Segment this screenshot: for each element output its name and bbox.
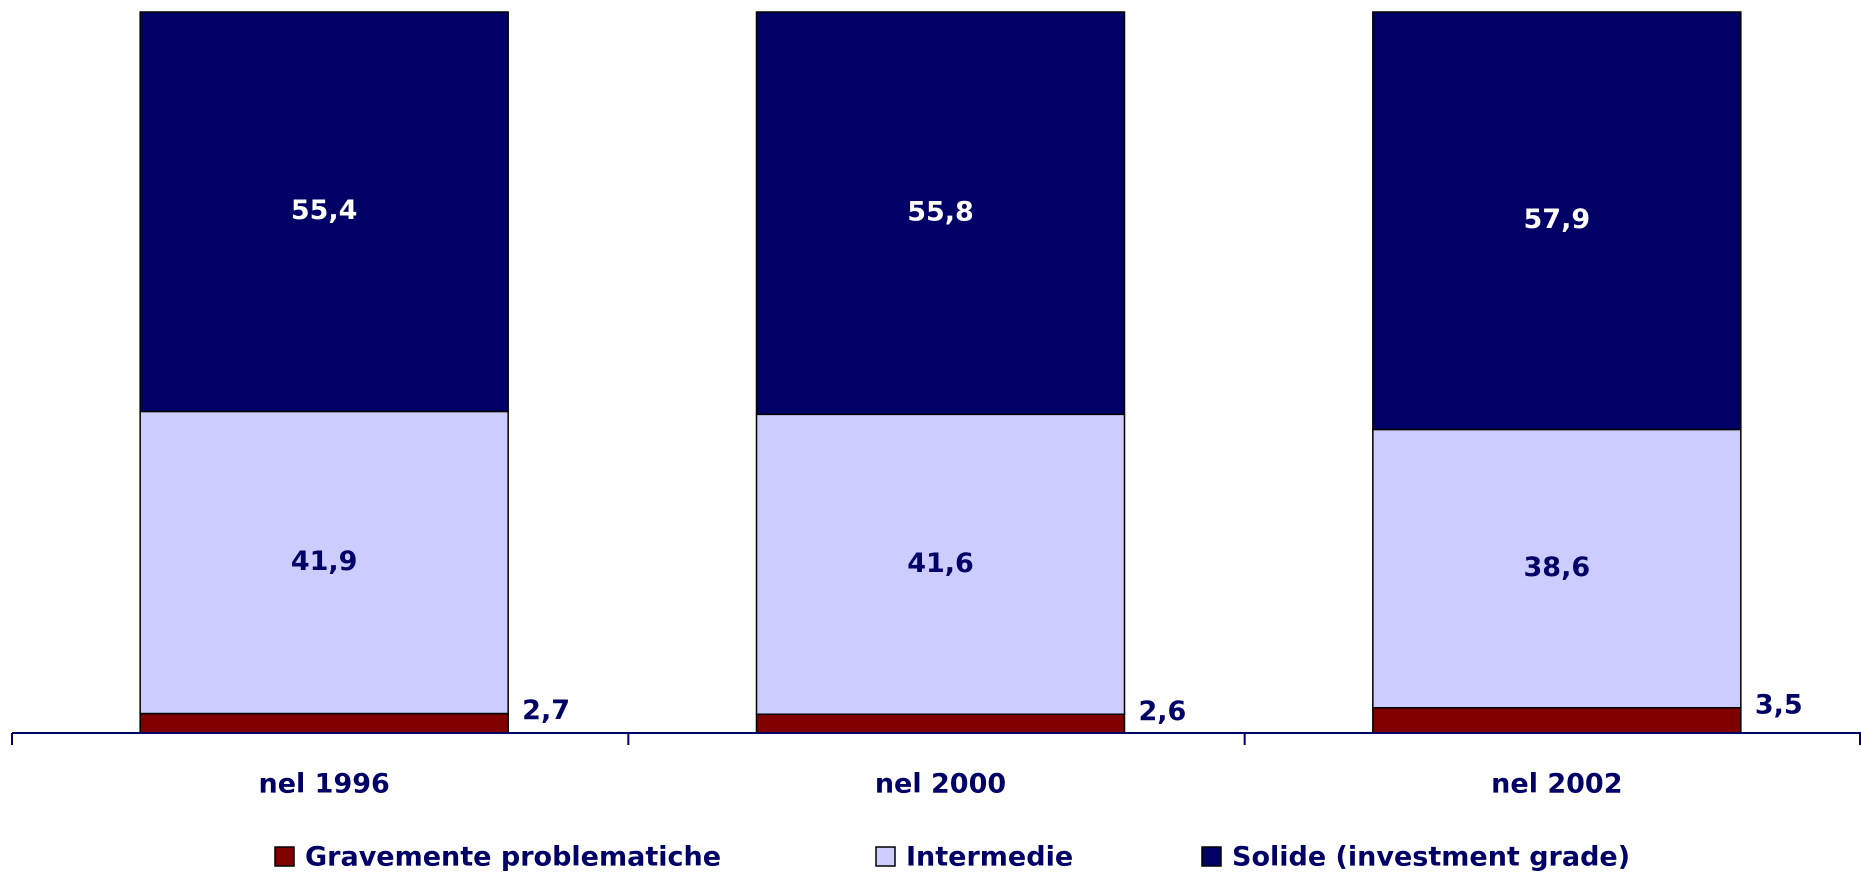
- bar-segment: [1372, 11, 1742, 431]
- data-label: 3,5: [1755, 689, 1803, 720]
- data-label: 55,8: [907, 197, 974, 228]
- data-label: 41,6: [907, 548, 974, 579]
- data-label: 2,6: [1139, 696, 1187, 727]
- bar-segment: [1372, 707, 1742, 734]
- data-label: 57,9: [1524, 204, 1591, 235]
- legend-swatch: [274, 846, 295, 867]
- x-tick-label: nel 2002: [1491, 769, 1622, 800]
- x-tick-label: nel 2000: [875, 769, 1006, 800]
- bar-segment: [139, 410, 509, 715]
- bar-segment: [1372, 428, 1742, 709]
- bar-segment: [755, 11, 1126, 416]
- legend-swatch: [875, 846, 896, 867]
- legend-label: Intermedie: [906, 842, 1073, 873]
- legend-label: Gravemente problematiche: [305, 842, 721, 873]
- data-label: 55,4: [291, 195, 358, 226]
- bar-segment: [139, 712, 509, 734]
- legend-label: Solide (investment grade): [1232, 842, 1630, 873]
- data-label: 2,7: [522, 695, 570, 726]
- data-label: 38,6: [1524, 552, 1591, 583]
- bar-segment: [139, 11, 509, 413]
- data-label: 41,9: [291, 546, 358, 577]
- legend-swatch: [1201, 846, 1222, 867]
- x-tick-label: nel 1996: [258, 769, 389, 800]
- bar-segment: [755, 713, 1126, 734]
